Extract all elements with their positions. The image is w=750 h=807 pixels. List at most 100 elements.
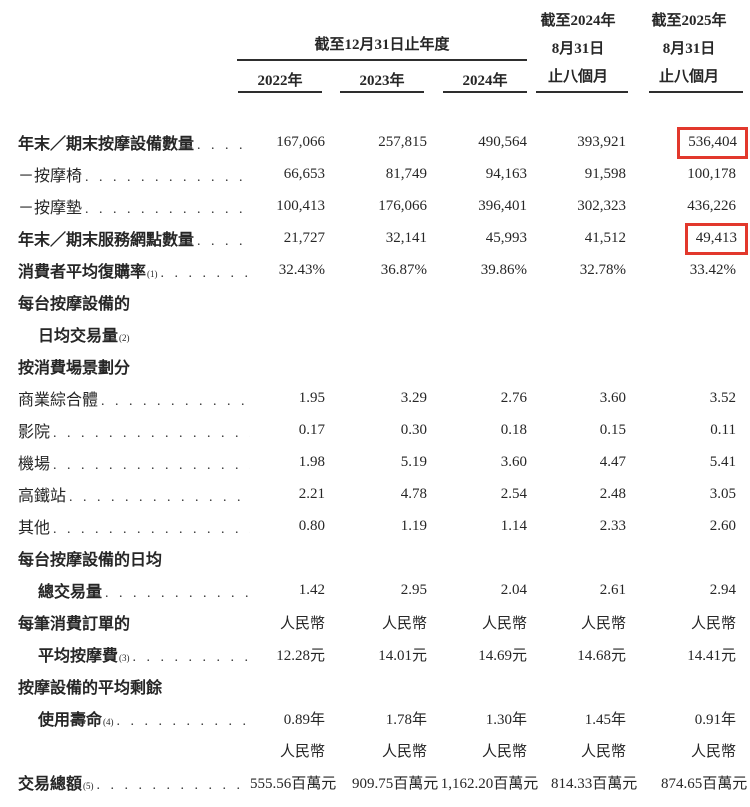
- row-label-text: 按摩設備的平均剩餘: [18, 680, 163, 697]
- cell-2023: 0.30: [325, 422, 427, 439]
- table-row: 交易總額(5) 555.56百萬元 909.75百萬元 1,162.20百萬元 …: [0, 766, 750, 798]
- cell-aug-2024: 302,323: [527, 198, 626, 215]
- cell-value: 91,598: [584, 165, 626, 182]
- table-row: 機場 1.98 5.19 3.60 4.47 5.41: [0, 446, 750, 478]
- cell-value: 人民幣: [279, 615, 325, 632]
- cell-2024: 3.60: [427, 454, 527, 471]
- cell-value: 100,178: [687, 165, 736, 182]
- column-underline-aug-2025: [649, 91, 743, 93]
- period-line-1: 截至2024年: [540, 13, 616, 29]
- table-body: 年末／期末按摩設備數量 167,066 257,815 490,564 393,…: [0, 126, 750, 798]
- cell-value: 39.86%: [480, 261, 527, 278]
- cell-value: 0.80: [298, 517, 325, 534]
- cell-value: 1.19: [400, 517, 427, 534]
- cell-aug-2025: 436,226: [626, 198, 736, 215]
- cell-aug-2024: 2.48: [527, 486, 626, 503]
- row-label: 平均按摩費 (3): [0, 642, 250, 666]
- cell-2023: 4.78: [325, 486, 427, 503]
- cell-2023: 1.78年: [325, 708, 427, 729]
- row-label-text: 平均按摩費: [38, 648, 119, 665]
- column-header-2022: 2022年: [257, 73, 303, 89]
- cell-2023: 14.01元: [325, 644, 427, 665]
- cell-value: 45,993: [485, 229, 527, 246]
- cell-2024: 39.86%: [427, 262, 527, 279]
- dot-leader: [194, 234, 250, 250]
- row-label: 每台按摩設備的: [0, 290, 250, 314]
- cell-value: 41,512: [584, 229, 626, 246]
- cell-value: 555.56百萬元: [250, 775, 337, 792]
- cell-2022: 0.89年: [250, 708, 325, 729]
- column-underline-2022: [238, 91, 322, 93]
- cell-2023: 3.29: [325, 390, 427, 407]
- table-header: 截至12月31日止年度 2022年 2023年 2024年 截至2024年 8月…: [0, 0, 750, 126]
- row-label: 每台按摩設備的日均: [0, 546, 250, 570]
- cell-aug-2024: 2.33: [527, 518, 626, 535]
- cell-value: 36.87%: [380, 261, 427, 278]
- cell-aug-2024: 4.47: [527, 454, 626, 471]
- cell-value: 66,653: [283, 165, 325, 182]
- cell-aug-2024: 0.15: [527, 422, 626, 439]
- table-row: 總交易量 1.42 2.95 2.04 2.61 2.94: [0, 574, 750, 606]
- cell-aug-2024: 32.78%: [527, 262, 626, 279]
- cell-2022: 0.80: [250, 518, 325, 535]
- cell-aug-2024: 41,512: [527, 230, 626, 247]
- cell-aug-2024: 14.68元: [527, 644, 626, 665]
- cell-value: 人民幣: [580, 615, 626, 632]
- cell-aug-2025: 874.65百萬元: [637, 772, 747, 793]
- cell-value: 396,401: [478, 197, 527, 214]
- dot-leader: [158, 266, 250, 282]
- cell-value: 14.68元: [577, 647, 626, 664]
- cell-aug-2025: 3.52: [626, 390, 736, 407]
- table-row: 使用壽命(4) 0.89年 1.78年 1.30年 1.45年 0.91年: [0, 702, 750, 734]
- cell-value: 1.95: [298, 389, 325, 406]
- cell-value: 1.14: [500, 517, 527, 534]
- cell-value: 0.11: [710, 421, 736, 438]
- row-label-text: 年末／期末按摩設備數量: [18, 136, 195, 153]
- cell-aug-2024: 393,921: [527, 134, 626, 151]
- cell-value: 人民幣: [279, 743, 325, 760]
- cell-value: 2.48: [599, 485, 626, 502]
- cell-2024: 45,993: [427, 230, 527, 247]
- table-row: －按摩墊 100,413 176,066 396,401 302,323 436…: [0, 190, 750, 222]
- cell-value: 32,141: [385, 229, 427, 246]
- cell-value: 1.98: [298, 453, 325, 470]
- cell-aug-2024: 91,598: [527, 166, 626, 183]
- cell-2024: 2.76: [427, 390, 527, 407]
- table-row: 商業綜合體 1.95 3.29 2.76 3.60 3.52: [0, 382, 750, 414]
- cell-2023: 人民幣: [325, 612, 427, 633]
- cell-value: 0.17: [298, 421, 325, 438]
- cell-2022: 555.56百萬元: [250, 772, 336, 793]
- cell-2024: 2.54: [427, 486, 527, 503]
- cell-value: 1.78年: [385, 711, 427, 728]
- row-label-text: 按消費場景劃分: [18, 360, 131, 377]
- period-line-2: 8月31日: [551, 41, 605, 57]
- cell-2023: 5.19: [325, 454, 427, 471]
- cell-2023: 909.75百萬元: [336, 772, 438, 793]
- dot-leader: [130, 650, 250, 666]
- row-label: 機場: [0, 450, 250, 474]
- row-label-text: 其他: [18, 520, 51, 537]
- cell-value: 94,163: [485, 165, 527, 182]
- period-line-2: 8月31日: [662, 41, 716, 57]
- table-row: 按消費場景劃分: [0, 350, 750, 382]
- cell-value: 1.42: [298, 581, 325, 598]
- row-label-text: 每台按摩設備的: [18, 296, 131, 313]
- cell-2022: 0.17: [250, 422, 325, 439]
- row-label: 高鐵站: [0, 482, 250, 506]
- cell-aug-2024: 1.45年: [527, 708, 626, 729]
- row-label: 按消費場景劃分: [0, 354, 250, 378]
- cell-value: 3.60: [500, 453, 527, 470]
- year-group-title: 截至12月31日止年度: [314, 37, 450, 53]
- cell-2024: 1,162.20百萬元: [438, 772, 539, 793]
- table-row: 每台按摩設備的: [0, 286, 750, 318]
- cell-value: 5.41: [709, 453, 736, 470]
- cell-aug-2025: 33.42%: [626, 262, 736, 279]
- cell-value: 2.61: [599, 581, 626, 598]
- cell-value: 436,226: [687, 197, 736, 214]
- cell-2024: 人民幣: [427, 612, 527, 633]
- cell-aug-2024: 人民幣: [527, 612, 626, 633]
- cell-value: 2.60: [709, 517, 736, 534]
- row-label: 使用壽命 (4): [0, 706, 250, 730]
- cell-2022: 32.43%: [250, 262, 325, 279]
- table-row: 每台按摩設備的日均: [0, 542, 750, 574]
